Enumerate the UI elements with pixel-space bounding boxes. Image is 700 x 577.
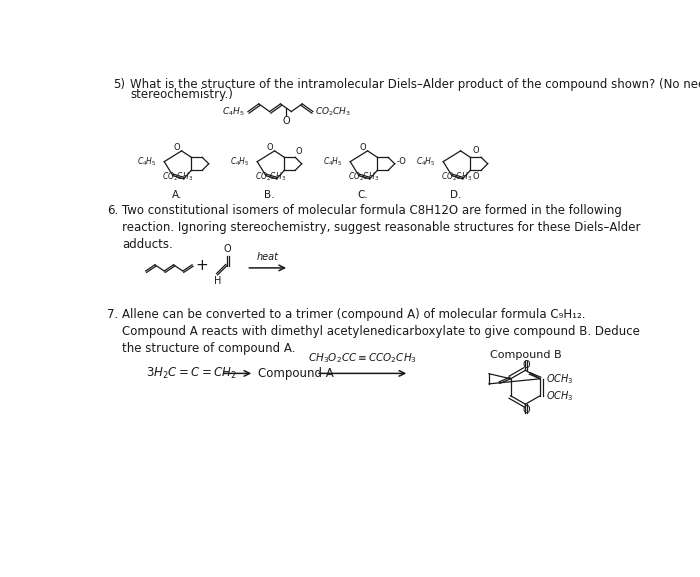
Text: O: O xyxy=(267,143,274,152)
Text: O: O xyxy=(224,244,232,254)
Text: B.: B. xyxy=(265,190,275,200)
Text: 7.: 7. xyxy=(107,308,118,321)
Text: C.: C. xyxy=(357,190,368,200)
Text: $OCH_3$: $OCH_3$ xyxy=(545,389,573,403)
Text: O: O xyxy=(282,116,290,126)
Text: $C_4H_5$: $C_4H_5$ xyxy=(137,155,157,168)
Text: O: O xyxy=(295,148,302,156)
Text: stereochemistry.): stereochemistry.) xyxy=(130,88,233,101)
Text: What is the structure of the intramolecular Diels–Alder product of the compound : What is the structure of the intramolecu… xyxy=(130,78,700,92)
Text: Compound B: Compound B xyxy=(489,350,561,360)
Text: $CO_2CH_3$: $CO_2CH_3$ xyxy=(314,106,351,118)
Text: 5): 5) xyxy=(113,78,125,92)
Text: -O: -O xyxy=(397,157,407,166)
Text: O: O xyxy=(360,143,367,152)
Text: A.: A. xyxy=(172,190,182,200)
Text: Two constitutional isomers of molecular formula C8H12O are formed in the followi: Two constitutional isomers of molecular … xyxy=(122,204,641,251)
Text: $C_4H_5$: $C_4H_5$ xyxy=(323,155,342,168)
Text: $C_4H_5$: $C_4H_5$ xyxy=(416,155,435,168)
Text: H: H xyxy=(214,276,221,286)
Text: $3H_2C=C=CH_2$: $3H_2C=C=CH_2$ xyxy=(146,366,237,381)
Text: $CO_2CH_3$: $CO_2CH_3$ xyxy=(255,171,286,183)
Text: Allene can be converted to a trimer (compound A) of molecular formula C₉H₁₂.
Com: Allene can be converted to a trimer (com… xyxy=(122,308,640,355)
Text: D.: D. xyxy=(450,190,461,200)
Text: $CO_2CH_3$: $CO_2CH_3$ xyxy=(348,171,379,183)
Text: $CO_2CH_3$: $CO_2CH_3$ xyxy=(162,171,193,183)
Text: $CH_3O_2CC\equiv CCO_2CH_3$: $CH_3O_2CC\equiv CCO_2CH_3$ xyxy=(308,351,417,365)
Text: $C_4H_5$: $C_4H_5$ xyxy=(230,155,250,168)
Text: O: O xyxy=(522,405,530,415)
Text: Compound A: Compound A xyxy=(258,367,334,380)
Text: O: O xyxy=(473,172,479,181)
Text: O: O xyxy=(174,143,181,152)
Text: $CO_2CH_3$: $CO_2CH_3$ xyxy=(441,171,472,183)
Text: $OCH_3$: $OCH_3$ xyxy=(545,372,573,385)
Text: O: O xyxy=(473,147,479,155)
Text: 6.: 6. xyxy=(107,204,118,217)
Text: O: O xyxy=(522,359,530,369)
Text: heat: heat xyxy=(256,252,279,262)
Text: +: + xyxy=(196,258,209,273)
Text: $C_4H_5$: $C_4H_5$ xyxy=(222,106,245,118)
